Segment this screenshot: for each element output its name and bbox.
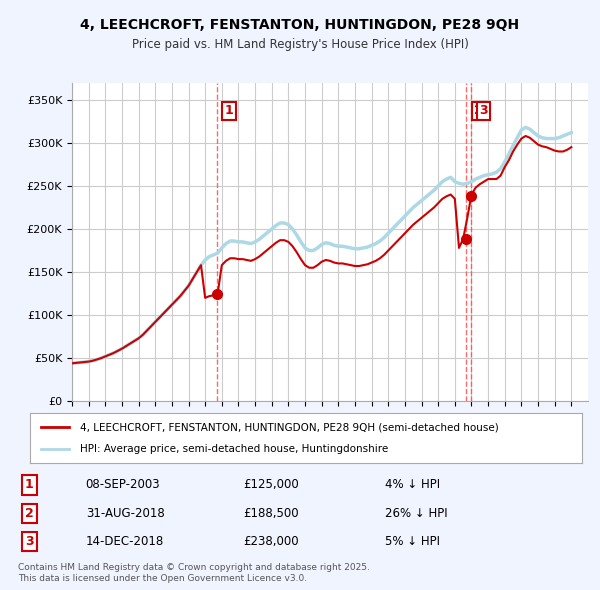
Text: £188,500: £188,500	[244, 507, 299, 520]
Text: 08-SEP-2003: 08-SEP-2003	[86, 478, 160, 491]
Text: 3: 3	[25, 535, 34, 548]
Text: 4% ↓ HPI: 4% ↓ HPI	[385, 478, 440, 491]
Text: Price paid vs. HM Land Registry's House Price Index (HPI): Price paid vs. HM Land Registry's House …	[131, 38, 469, 51]
Text: 1: 1	[225, 104, 234, 117]
Text: 31-AUG-2018: 31-AUG-2018	[86, 507, 164, 520]
Text: Contains HM Land Registry data © Crown copyright and database right 2025.
This d: Contains HM Land Registry data © Crown c…	[18, 563, 370, 583]
Text: 4, LEECHCROFT, FENSTANTON, HUNTINGDON, PE28 9QH: 4, LEECHCROFT, FENSTANTON, HUNTINGDON, P…	[80, 18, 520, 32]
Text: 2: 2	[25, 507, 34, 520]
Text: 4, LEECHCROFT, FENSTANTON, HUNTINGDON, PE28 9QH (semi-detached house): 4, LEECHCROFT, FENSTANTON, HUNTINGDON, P…	[80, 422, 499, 432]
Text: 14-DEC-2018: 14-DEC-2018	[86, 535, 164, 548]
Text: 1: 1	[25, 478, 34, 491]
Text: 5% ↓ HPI: 5% ↓ HPI	[385, 535, 440, 548]
Text: 26% ↓ HPI: 26% ↓ HPI	[385, 507, 447, 520]
Text: HPI: Average price, semi-detached house, Huntingdonshire: HPI: Average price, semi-detached house,…	[80, 444, 388, 454]
Text: 3: 3	[479, 104, 488, 117]
Text: £238,000: £238,000	[244, 535, 299, 548]
Text: £125,000: £125,000	[244, 478, 299, 491]
Text: 2: 2	[474, 104, 483, 117]
